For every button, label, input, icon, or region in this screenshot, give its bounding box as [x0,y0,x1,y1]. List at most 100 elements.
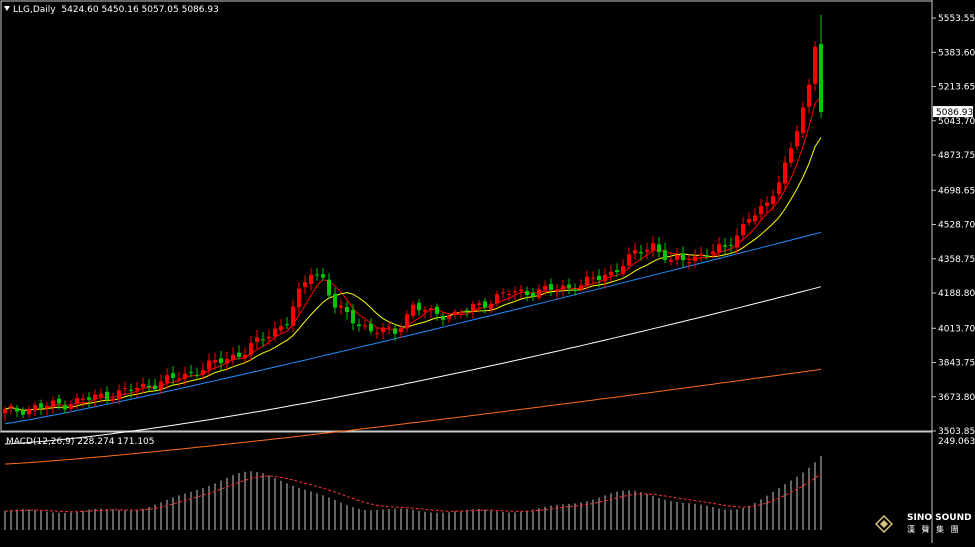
candle [513,287,517,301]
candle [567,278,571,294]
candle-body [807,84,811,107]
candle [627,247,631,270]
candle [69,400,73,413]
candle [105,386,109,404]
candle [753,208,757,225]
candle [663,242,667,264]
candle [387,321,391,335]
candle-body [723,245,727,247]
candle-body [435,306,439,314]
candle-body [627,254,631,266]
candle [801,101,805,139]
macd-panel [4,455,822,530]
candle [819,14,823,119]
candle [531,288,535,302]
candle [735,228,739,255]
candle-body [423,309,427,312]
candle [45,401,49,417]
candle [339,299,343,315]
candle-body [405,314,409,329]
candle [729,237,733,254]
candle-body [39,403,43,408]
candle-body [213,360,217,363]
candle-body [333,293,337,308]
candle-body [249,343,253,355]
candle-body [513,291,517,293]
candle [777,175,781,201]
candle [501,288,505,298]
candle [573,283,577,296]
candle [543,280,547,295]
candle [51,396,55,414]
candle-body [195,374,199,376]
candle-body [363,325,367,327]
candle [399,323,403,338]
candle-body [69,405,73,409]
candle [615,263,619,277]
candle [423,306,427,319]
candle-body [237,352,241,357]
candle-body [519,289,523,292]
candle-body [801,107,805,133]
candle-body [717,244,721,253]
candle-body [3,409,7,414]
candle-body [87,397,91,400]
candle [519,284,523,299]
logo-text-chinese: 漢 聲 集 團 [907,525,961,534]
candle-body [291,306,295,326]
candle-body [141,383,145,387]
candle-body [471,304,475,312]
candle-body [753,215,757,222]
candle [345,301,349,320]
moving-averages [4,96,822,465]
candle [633,243,637,260]
candle-body [75,397,79,404]
candle [795,125,799,150]
candle-body [393,328,397,334]
candle-body [453,311,457,316]
candle-body [705,256,709,258]
candle-body [711,251,715,255]
candle-body [303,282,307,287]
candle-body [459,311,463,314]
candle [147,379,151,392]
candle [381,322,385,340]
candle-body [273,328,277,337]
candle [765,195,769,213]
symbol-label: LLG,Daily [13,5,56,15]
candle [177,371,181,387]
logo-emblem-icon [875,515,893,533]
chart-header: LLG,Daily 5424.60 5450.16 5057.05 5086.9… [4,5,219,15]
candle-body [123,387,127,389]
candle-body [399,328,403,333]
candle-body [315,274,319,276]
candle [183,366,187,386]
ohlc-values: 5424.60 5450.16 5057.05 5086.93 [61,5,219,15]
candle-body [669,259,673,262]
candle [723,237,727,254]
candle [165,368,169,390]
candle-body [9,405,13,408]
candle-body [51,400,55,407]
candle-body [675,255,679,260]
candle-body [537,289,541,298]
candle [687,254,691,270]
candle-body [585,276,589,286]
candle [93,389,97,407]
candle-body [357,324,361,327]
candle [159,374,163,395]
candle-body [447,315,451,319]
candle [813,41,817,92]
candle [435,303,439,322]
candle [405,310,409,333]
candle [471,301,475,319]
candle-body [777,182,781,194]
chevron-down-icon[interactable] [4,6,10,11]
candle [651,235,655,258]
candle-body [417,302,421,311]
candle-body [27,408,31,415]
y-tick-label: 5553.55 [938,14,975,24]
candle [675,247,679,266]
candle [213,352,217,370]
